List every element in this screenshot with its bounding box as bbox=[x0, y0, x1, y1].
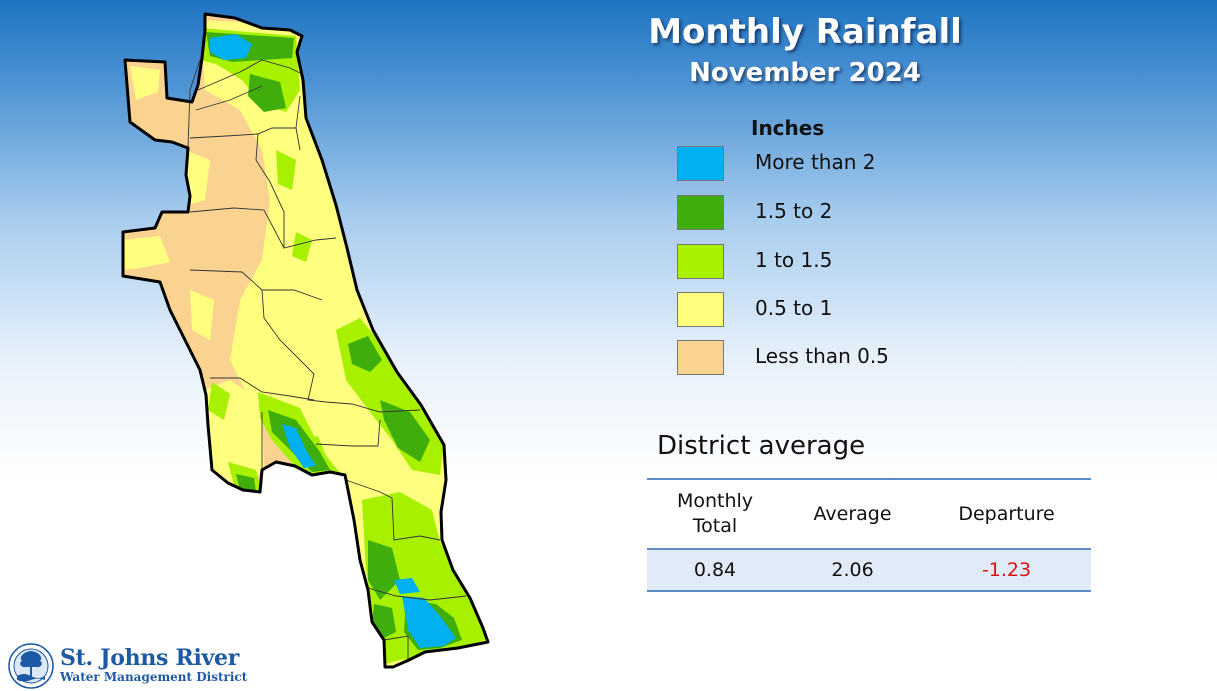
legend-title: Inches bbox=[751, 116, 825, 140]
legend-swatch bbox=[677, 146, 724, 181]
legend-label: 0.5 to 1 bbox=[755, 296, 833, 320]
table-row: 0.84 2.06 -1.23 bbox=[647, 549, 1091, 592]
table-header-row: Monthly Total Average Departure bbox=[647, 478, 1091, 550]
legend-label: Less than 0.5 bbox=[755, 344, 889, 368]
header-departure: Departure bbox=[922, 478, 1091, 550]
district-average-table: Monthly Total Average Departure 0.84 2.0… bbox=[647, 478, 1091, 592]
legend-label: 1.5 to 2 bbox=[755, 199, 833, 223]
sjrwmd-logo: St. Johns River Water Management Distric… bbox=[8, 643, 248, 689]
district-average-title: District average bbox=[657, 431, 866, 461]
map-subtitle: November 2024 bbox=[689, 58, 921, 88]
map-title: Monthly Rainfall bbox=[648, 12, 962, 52]
header-average: Average bbox=[782, 478, 923, 550]
value-average: 2.06 bbox=[782, 549, 923, 592]
district-seal-icon bbox=[8, 643, 54, 689]
value-monthly-total: 0.84 bbox=[647, 549, 783, 592]
logo-line-2: Water Management District bbox=[60, 670, 248, 684]
value-departure: -1.23 bbox=[922, 549, 1091, 592]
legend-swatch bbox=[677, 292, 724, 327]
legend-label: More than 2 bbox=[755, 150, 876, 174]
legend-swatch bbox=[677, 340, 724, 375]
logo-line-1: St. Johns River bbox=[60, 645, 239, 671]
legend-swatch bbox=[677, 244, 724, 279]
legend-label: 1 to 1.5 bbox=[755, 248, 833, 272]
legend-swatch bbox=[677, 195, 724, 230]
header-monthly-total: Monthly Total bbox=[647, 478, 783, 550]
rainfall-map bbox=[121, 12, 490, 669]
